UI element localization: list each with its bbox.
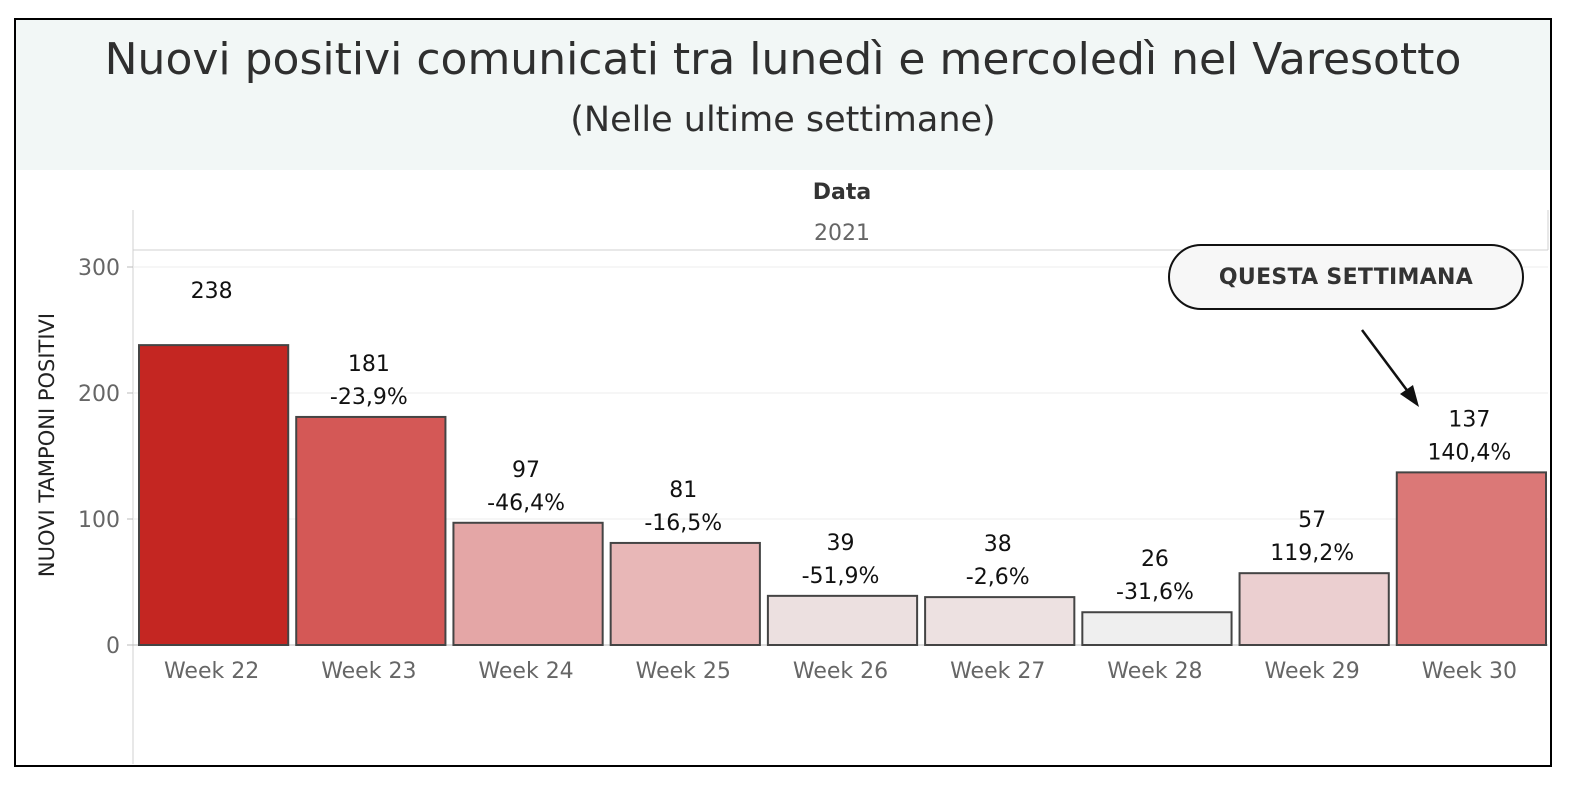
bar-value-label: 39 (827, 531, 855, 556)
bar-pct-label: -2,6% (966, 565, 1030, 590)
bar-pct-label: -46,4% (487, 491, 565, 516)
bar (766, 594, 919, 646)
x-tick-label: Week 29 (1265, 659, 1360, 684)
bar (1238, 572, 1390, 646)
x-tick-label: Week 25 (636, 659, 731, 684)
x-tick-label: Week 30 (1422, 659, 1517, 684)
bar-pct-label: -31,6% (1116, 580, 1194, 605)
bar-value-label: 81 (669, 478, 697, 503)
bar-value-label: 137 (1448, 407, 1490, 432)
y-tick-label: 0 (106, 634, 120, 659)
callout-arrowhead (1400, 385, 1419, 407)
bar-value-label: 57 (1298, 508, 1326, 533)
bar (924, 596, 1076, 646)
year-header: 2021 (814, 221, 870, 246)
x-tick-label: Week 22 (164, 659, 259, 684)
y-tick-label: 200 (78, 382, 120, 407)
x-tick-label: Week 26 (793, 659, 888, 684)
bar-value-label: 238 (191, 279, 233, 304)
callout-label: QUESTA SETTIMANA (1218, 264, 1474, 290)
bar-pct-label: -16,5% (644, 511, 722, 536)
title-band: Nuovi positivi comunicati tra lunedì e m… (16, 20, 1550, 170)
y-tick-label: 100 (78, 508, 120, 533)
chart-subtitle: (Nelle ultime settimane) (570, 100, 996, 140)
bar-value-label: 181 (348, 352, 390, 377)
bar-value-label: 26 (1141, 547, 1169, 572)
y-tick-label: 300 (78, 256, 120, 281)
x-tick-label: Week 27 (950, 659, 1045, 684)
column-field-label: Data (813, 180, 871, 205)
y-axis-title: NUOVI TAMPONI POSITIVI (35, 313, 59, 577)
bar-pct-label: 119,2% (1270, 541, 1354, 566)
bar-pct-label: -23,9% (330, 385, 408, 410)
bar (1395, 471, 1548, 646)
bar (1081, 611, 1233, 646)
callout-bubble: QUESTA SETTIMANA (1168, 244, 1524, 310)
bar-value-label: 38 (984, 532, 1012, 557)
bar-value-label: 97 (512, 458, 540, 483)
x-tick-label: Week 24 (478, 659, 573, 684)
x-tick-label: Week 23 (321, 659, 416, 684)
bar-pct-label: 140,4% (1427, 440, 1511, 465)
chart-title: Nuovi positivi comunicati tra lunedì e m… (104, 34, 1462, 85)
bar-pct-label: -51,9% (802, 564, 880, 589)
x-tick-label: Week 28 (1107, 659, 1202, 684)
callout-arrow-line (1360, 329, 1414, 398)
bar (609, 541, 761, 646)
bar (295, 415, 447, 646)
bar (138, 344, 290, 646)
bar (452, 521, 604, 647)
